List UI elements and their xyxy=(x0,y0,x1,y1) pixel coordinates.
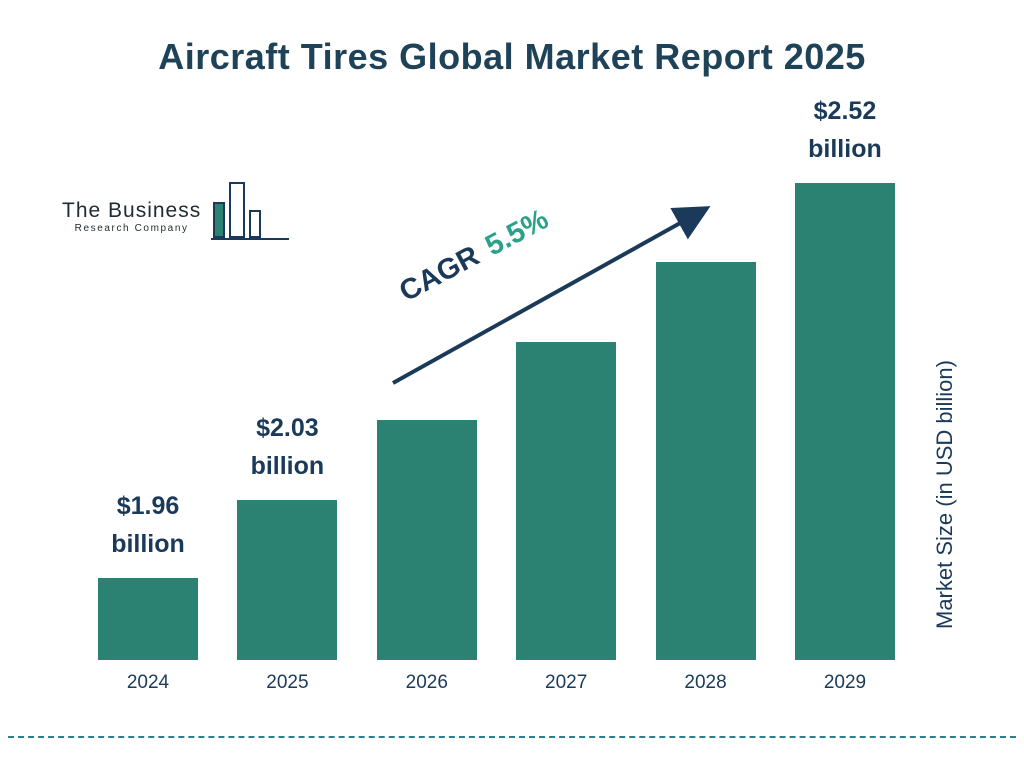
bottom-dashed-line xyxy=(8,736,1016,738)
logo-bar-tall xyxy=(229,182,246,238)
bar-value-label: $1.96 billion xyxy=(111,491,185,559)
bar-column: 2027 xyxy=(516,60,617,693)
bar-column: 2028 xyxy=(655,60,756,693)
bar-2024 xyxy=(98,578,198,660)
y-axis-label: Market Size (in USD billion) xyxy=(932,360,957,630)
plot-area: $1.96 billion 2024 $2.03 billion 2025 2026 2027… xyxy=(98,60,895,693)
x-tick-label: 2027 xyxy=(545,672,588,693)
bar-column: $2.03 billion 2025 xyxy=(237,60,338,693)
bar-2025 xyxy=(237,500,338,660)
bar-2028 xyxy=(655,262,756,660)
logo-name: The Business xyxy=(62,199,202,222)
logo-bar-green xyxy=(213,202,226,238)
x-tick-label: 2025 xyxy=(266,672,309,693)
logo-bar-short xyxy=(249,210,262,238)
bar-2029 xyxy=(794,183,895,660)
bar-2027 xyxy=(516,342,617,660)
bar-2026 xyxy=(376,420,477,660)
bar-value-label: $2.03 billion xyxy=(250,413,325,481)
x-tick-label: 2028 xyxy=(684,672,727,693)
bar-value-label: $2.52 billion xyxy=(808,96,882,164)
x-tick-label: 2029 xyxy=(823,672,867,693)
logo-subname: Research Company xyxy=(74,223,189,234)
bar-column: $1.96 billion 2024 xyxy=(98,60,198,693)
logo-text: The Business Research Company xyxy=(62,199,201,240)
bar-column: $2.52 billion 2029 xyxy=(794,60,895,693)
company-logo: The Business Research Company xyxy=(62,182,290,240)
logo-bars-icon xyxy=(211,182,290,240)
x-tick-label: 2024 xyxy=(126,672,170,693)
x-tick-label: 2026 xyxy=(405,672,448,693)
chart-title: Aircraft Tires Global Market Report 2025 xyxy=(158,36,866,77)
bar-column: 2026 xyxy=(376,60,477,693)
